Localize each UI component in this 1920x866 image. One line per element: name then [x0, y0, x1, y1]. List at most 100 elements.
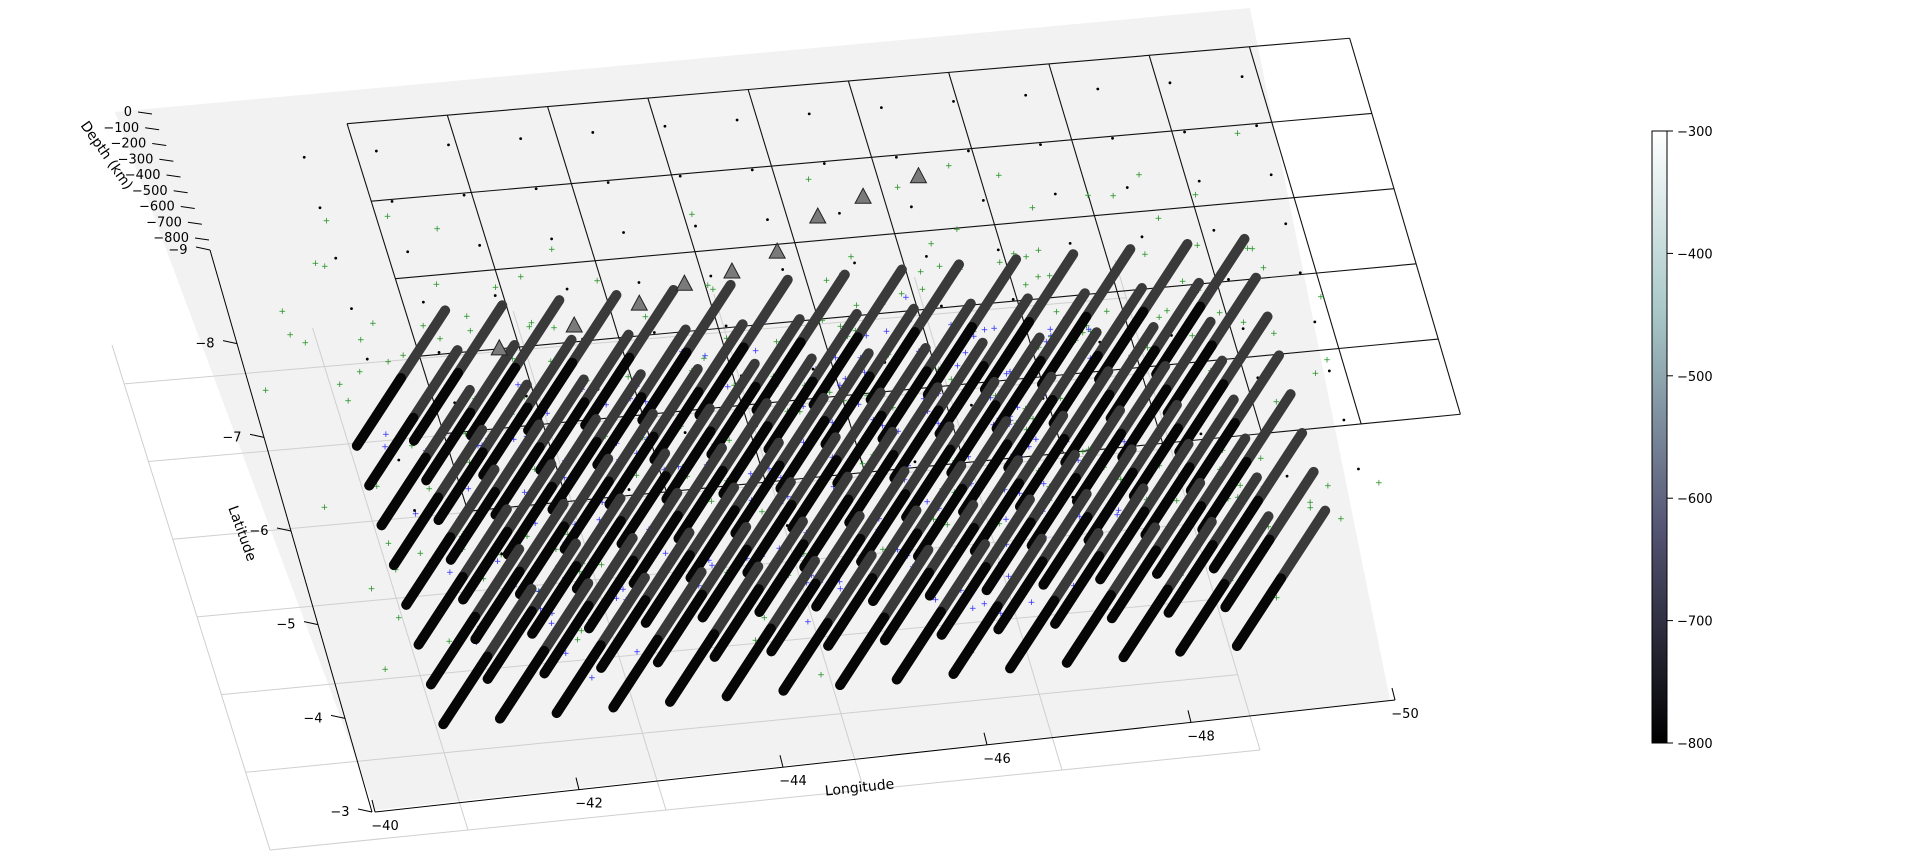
earthquake-green: +	[1079, 329, 1087, 339]
depth-column-deep	[413, 571, 468, 650]
y-tick	[276, 527, 292, 532]
earthquake-green: +	[552, 545, 560, 555]
grid-node	[1241, 327, 1245, 331]
depth-column-deep	[604, 431, 659, 510]
earthquake-green: +	[357, 335, 365, 345]
earthquake-blue: +	[967, 480, 975, 490]
earthquake-blue: +	[1115, 506, 1123, 516]
earthquake-green: +	[467, 327, 475, 337]
earthquake-green: +	[642, 313, 650, 323]
earthquake-green: +	[725, 436, 733, 446]
earthquake-green: +	[1010, 250, 1018, 260]
depth-column-deep	[1208, 495, 1263, 574]
earthquake-green: +	[417, 549, 425, 559]
x-tick-label: −46	[983, 752, 1010, 767]
top-grid-line	[1248, 46, 1362, 425]
earthquake-green: +	[1312, 369, 1320, 379]
earthquake-green: +	[1035, 246, 1043, 256]
depth-column-deep	[754, 539, 809, 617]
earthquake-green: +	[425, 484, 433, 494]
station-triangle	[490, 338, 509, 356]
earthquake-green: +	[574, 636, 582, 646]
depth-column-deep	[742, 499, 797, 578]
depth-column-deep	[640, 550, 695, 628]
earthquake-green: +	[752, 636, 760, 646]
earthquake-green: +	[1307, 504, 1315, 514]
grid-node	[350, 307, 353, 311]
earthquake-blue: +	[964, 453, 972, 463]
earthquake-green: +	[525, 322, 533, 332]
grid-node	[967, 149, 970, 153]
x-tick-label: −44	[779, 774, 806, 789]
earthquake-green: +	[1155, 214, 1163, 224]
earthquake-green: +	[492, 283, 500, 293]
earthquake-green: +	[373, 482, 381, 492]
grid-node	[766, 218, 769, 222]
earthquake-green: +	[321, 503, 329, 513]
earthquake-green: +	[1240, 318, 1248, 328]
grid-node	[807, 112, 811, 116]
grid-node	[421, 300, 425, 304]
earthquake-green: +	[917, 267, 925, 277]
grid-node	[374, 149, 378, 153]
floor-gridline	[312, 327, 469, 831]
earthquake-blue: +	[828, 418, 836, 428]
depth-column-deep	[1095, 506, 1150, 585]
earthquake-green: +	[517, 272, 525, 282]
station-triangle	[723, 261, 741, 279]
grid-node	[565, 287, 569, 291]
colorbar: −300 −400 −500 −600 −700 −800	[1651, 125, 1713, 752]
earthquake-blue: +	[705, 556, 713, 566]
z-tick-label: −100	[103, 121, 139, 136]
earthquake-blue: +	[1074, 456, 1082, 466]
earthquake-blue: +	[1120, 438, 1128, 448]
earthquake-blue: +	[808, 571, 816, 581]
depth-column-deep	[1152, 501, 1207, 579]
earthquake-green: +	[1323, 356, 1331, 366]
earthquake-blue: +	[619, 585, 627, 595]
depth-column-deep	[478, 402, 533, 481]
earthquake-blue: +	[412, 510, 420, 520]
grid-node	[1240, 75, 1244, 79]
depth-column-deep	[685, 505, 740, 583]
earthquake-green: +	[853, 301, 861, 311]
grid-node	[1269, 173, 1273, 177]
y-tick	[357, 808, 373, 813]
grid-node	[302, 155, 306, 159]
earthquake-green: +	[262, 386, 270, 396]
earthquake-blue: +	[695, 581, 703, 591]
depth-column-deep	[502, 481, 557, 560]
depth-column-deep	[879, 567, 935, 646]
top-grid-line	[1349, 38, 1461, 415]
earthquake-green: +	[953, 225, 961, 235]
earthquake-green: +	[323, 216, 331, 226]
earthquake-green: +	[894, 183, 902, 193]
earthquake-green: +	[760, 614, 768, 624]
depth-column-deep	[1231, 573, 1287, 651]
earthquake-blue: +	[613, 594, 621, 604]
earthquake-green: +	[1103, 307, 1111, 317]
y-tick	[222, 340, 238, 345]
grid-node	[879, 106, 883, 110]
grid-node	[909, 205, 913, 209]
earthquake-blue: +	[803, 578, 811, 588]
earthquake-green: +	[1046, 271, 1054, 281]
earthquake-green: +	[1109, 191, 1117, 201]
earthquake-blue: +	[633, 647, 641, 657]
earthquake-green: +	[1265, 522, 1273, 532]
grid-node	[1327, 369, 1331, 373]
station-triangles	[490, 166, 928, 356]
depth-column-deep	[721, 623, 776, 702]
earthquake-blue: +	[784, 493, 792, 503]
depth-column-deep	[649, 386, 704, 465]
earthquake-green: +	[826, 388, 834, 398]
depth-column-deep	[856, 489, 911, 567]
earthquake-green: +	[463, 312, 471, 322]
depth-column-deep	[1061, 590, 1116, 668]
depth-column-deep	[799, 494, 854, 573]
depth-column-deep	[901, 444, 956, 523]
earthquake-green: +	[1144, 343, 1152, 353]
grid-node	[894, 155, 898, 159]
depth-column-deep	[608, 634, 663, 713]
grid-node	[1053, 192, 1057, 196]
